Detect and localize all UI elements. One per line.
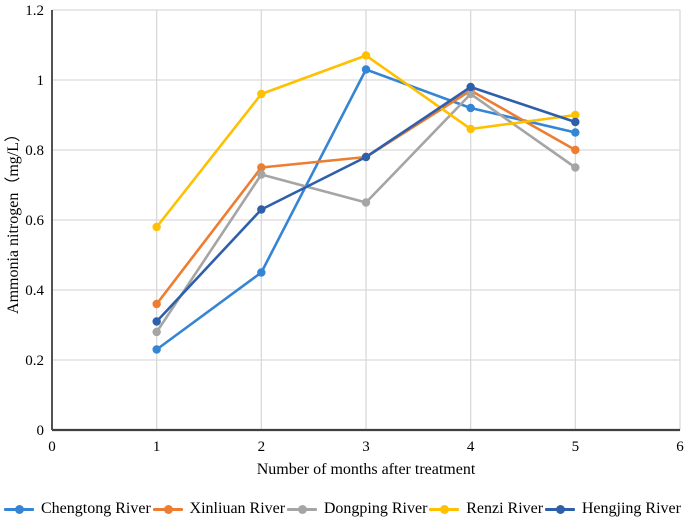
x-tick-label: 6 — [676, 439, 684, 455]
data-point-marker — [571, 163, 580, 172]
data-point-marker — [152, 317, 161, 326]
data-point-marker — [257, 205, 266, 214]
data-point-marker — [571, 145, 580, 155]
legend-item-dongping-river: Dongping River — [286, 500, 428, 518]
x-tick-label: 1 — [153, 439, 161, 455]
data-point-marker — [257, 89, 266, 99]
legend-item-renzi-river: Renzi River — [429, 500, 543, 518]
line-dot-marker-icon — [544, 504, 575, 514]
data-point-marker — [571, 128, 580, 137]
legend-item-hengjing-river: Hengjing River — [544, 500, 681, 518]
axes — [51, 10, 680, 432]
legend-label: Renzi River — [466, 500, 544, 517]
y-tick-label: 1 — [37, 73, 45, 89]
legend-label: Chengtong River — [41, 500, 151, 517]
data-point-marker — [152, 299, 161, 309]
x-tick-label: 3 — [362, 439, 370, 455]
data-point-marker — [466, 82, 475, 92]
x-tick-label: 2 — [258, 439, 266, 455]
x-tick-label: 5 — [572, 439, 580, 455]
legend-label: Xinliuan River — [189, 500, 286, 517]
data-point-marker — [361, 198, 371, 207]
data-point-marker — [257, 163, 266, 172]
x-tick-label: 0 — [48, 439, 56, 455]
data-point-marker — [361, 51, 371, 60]
y-tick-label: 0.6 — [25, 213, 44, 229]
legend-item-chengtong-river: Chengtong River — [4, 500, 151, 518]
data-point-marker — [571, 117, 580, 127]
data-point-marker — [152, 345, 161, 354]
line-dot-marker-icon — [4, 504, 34, 514]
tick-labels: 0 0.2 0.4 0.6 0.8 1 1.2 0 1 2 3 4 5 6 — [25, 3, 684, 455]
data-point-marker — [152, 327, 161, 337]
y-tick-label: 0.2 — [25, 353, 44, 369]
legend-label: Hengjing River — [581, 500, 681, 517]
data-point-marker — [361, 65, 371, 74]
line-dot-marker-icon — [429, 504, 460, 514]
chart-canvas: 0 0.2 0.4 0.6 0.8 1 1.2 0 1 2 3 4 5 6 Number of month… — [4, 3, 684, 478]
data-point-marker — [466, 103, 475, 113]
data-point-marker — [257, 170, 266, 179]
data-point-marker — [466, 89, 475, 99]
data-point-marker — [257, 268, 266, 277]
chart-legend: Chengtong River Xinliuan River Dongping … — [0, 495, 685, 523]
y-tick-label: 0.8 — [25, 143, 44, 159]
line-dot-marker-icon — [286, 504, 317, 514]
y-tick-label: 0 — [37, 423, 45, 439]
y-tick-label: 1.2 — [25, 3, 44, 19]
legend-label: Dongping River — [323, 500, 428, 517]
legend-item-xinliuan-river: Xinliuan River — [152, 500, 286, 518]
data-series — [152, 51, 580, 354]
data-point-marker — [571, 110, 580, 120]
data-point-marker — [152, 222, 161, 232]
data-point-marker — [466, 124, 475, 134]
y-axis-title: Ammonia nitrogen（mg/L） — [4, 126, 22, 314]
x-axis-title: Number of months after treatment — [257, 461, 476, 478]
data-point-marker — [361, 152, 371, 162]
line-dot-marker-icon — [152, 504, 183, 514]
y-tick-label: 0.4 — [25, 283, 44, 299]
x-tick-label: 4 — [467, 439, 475, 455]
